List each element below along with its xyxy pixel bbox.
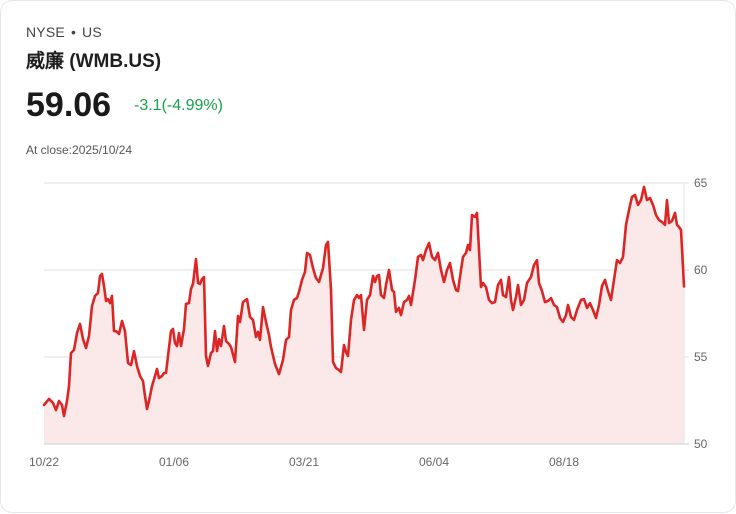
price-change: -3.1(-4.99%) [134,97,223,114]
x-axis-labels: 10/22 01/06 03/21 06/04 08/18 [29,455,579,469]
y-tick-60: 60 [694,263,708,277]
region-label: US [82,24,102,40]
x-tick-4: 06/04 [419,455,449,469]
x-tick-3: 03/21 [289,455,319,469]
price-area-fill [44,187,684,444]
x-tick-1: 10/22 [29,455,59,469]
close-date-label: At close:2025/10/24 [26,143,133,157]
current-price: 59.06 [26,86,112,124]
y-axis-labels: 65 60 55 50 [694,176,708,451]
exchange-line: NYSE • US [26,24,102,40]
y-tick-50: 50 [694,437,708,451]
separator-dot: • [70,24,77,40]
price-line [42,185,686,418]
y-tick-55: 55 [694,350,708,364]
exchange-name: NYSE [26,24,65,40]
x-tick-5: 08/18 [549,455,579,469]
x-tick-2: 01/06 [159,455,189,469]
y-tick-65: 65 [694,176,708,190]
stock-title: 威廉 (WMB.US) [26,51,162,72]
